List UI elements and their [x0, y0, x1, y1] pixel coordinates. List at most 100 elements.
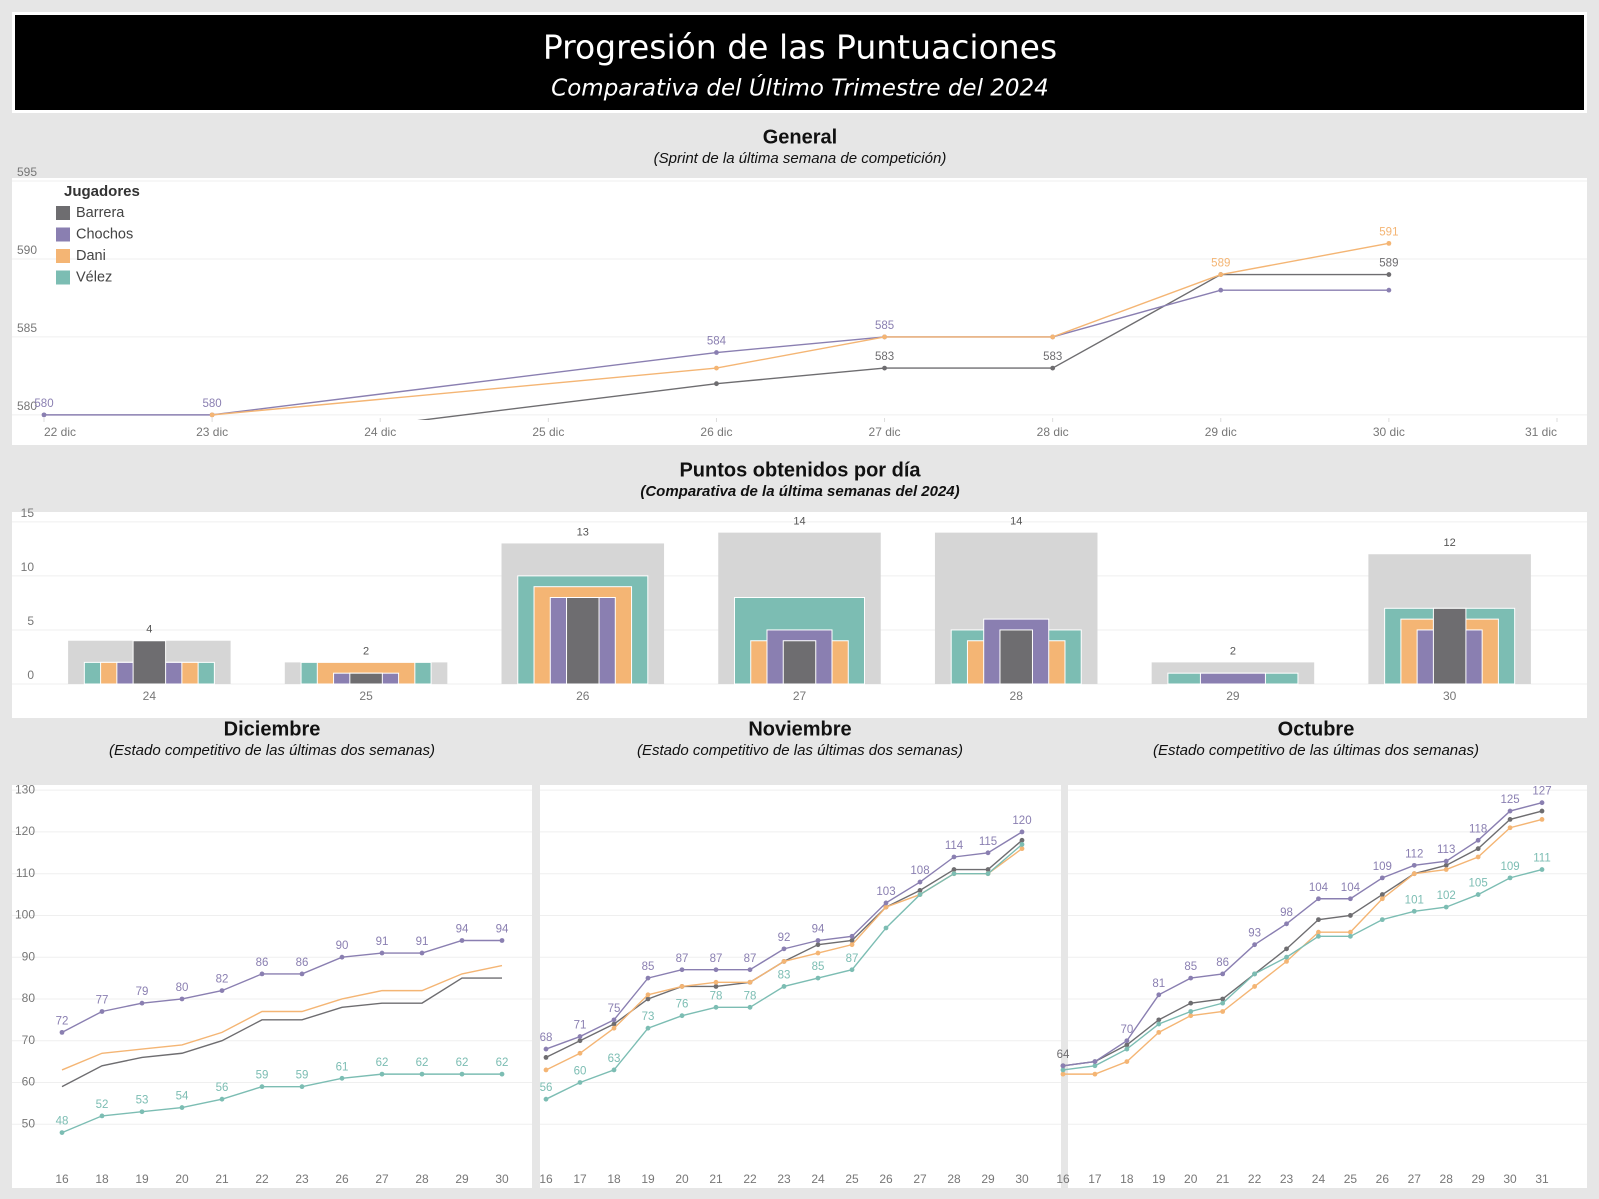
point: [883, 900, 889, 906]
data-label: 112: [1405, 848, 1423, 860]
point: [1019, 829, 1025, 835]
x-tick-label: 24: [1312, 1172, 1326, 1186]
x-tick-label: 30: [1443, 689, 1457, 703]
point: [714, 350, 719, 355]
chart-subtitle: (Estado competitivo de las últimas dos s…: [109, 742, 435, 759]
point: [1475, 892, 1481, 897]
data-label: 86: [296, 957, 309, 969]
point: [747, 979, 753, 985]
point: [1507, 875, 1513, 881]
x-tick-label: 27 dic: [869, 425, 901, 439]
point: [1539, 800, 1545, 806]
point: [714, 381, 719, 387]
point: [459, 1071, 465, 1077]
x-tick-label: 26: [576, 689, 590, 703]
data-label: 80: [176, 982, 189, 994]
point: [1188, 1009, 1194, 1014]
data-label: 79: [136, 986, 149, 998]
chart-subtitle: (Estado competitivo de las últimas dos s…: [637, 742, 963, 759]
data-label: 62: [456, 1057, 469, 1069]
data-label: 87: [744, 953, 757, 965]
total-label: 12: [1444, 537, 1456, 549]
y-tick-label: 50: [22, 1116, 36, 1130]
point: [1316, 933, 1321, 939]
page-subtitle: Comparativa del Último Trimestre del 202…: [551, 74, 1049, 102]
point: [1443, 904, 1449, 910]
data-label: 56: [216, 1082, 229, 1094]
point: [543, 1046, 549, 1052]
x-tick-label: 22 dic: [44, 425, 76, 439]
x-tick-label: 29 dic: [1205, 425, 1237, 439]
series-line: [1062, 802, 1543, 1067]
point: [645, 975, 651, 981]
point: [41, 412, 47, 418]
plot-area: 56 60 63 73 76 78 78 83 85 87 68 71 75 85 87 87 87 92 94 10…: [540, 815, 1032, 1102]
point: [1188, 1000, 1194, 1006]
point: [299, 1084, 305, 1090]
point: [1443, 858, 1449, 864]
plot-area: 72 77 79 80 82 86 86 90 91 91 94 94 48 52 53 54 56 59 59 61…: [56, 924, 509, 1135]
data-label: 589: [1211, 258, 1230, 270]
data-label: 54: [176, 1091, 189, 1103]
y-tick-label: 100: [15, 908, 35, 922]
data-label: 93: [1248, 928, 1261, 940]
point: [1156, 992, 1162, 998]
legend-swatch: [56, 249, 70, 263]
point: [1218, 287, 1224, 293]
x-tick-label: 17: [1088, 1172, 1102, 1186]
point: [1475, 846, 1481, 852]
data-label: 108: [910, 865, 929, 877]
y-tick-label: 590: [17, 243, 37, 257]
point: [1379, 875, 1385, 881]
x-tick-label: 30: [495, 1172, 509, 1186]
point: [1050, 334, 1056, 340]
data-label: 114: [945, 840, 964, 852]
header: [15, 15, 1584, 110]
x-tick-label: 28: [1440, 1172, 1454, 1186]
point: [139, 1109, 145, 1115]
data-label: 75: [608, 1003, 621, 1015]
x-tick-label: 30 dic: [1373, 425, 1405, 439]
data-label: 87: [676, 953, 689, 965]
data-label: 53: [136, 1095, 149, 1107]
x-tick-label: 27: [913, 1172, 927, 1186]
x-tick-label: 28: [1010, 689, 1024, 703]
x-tick-label: 29: [455, 1172, 469, 1186]
chart-title: General: [763, 126, 837, 148]
point: [781, 958, 787, 964]
point: [1539, 867, 1545, 872]
data-label: 103: [876, 886, 895, 898]
point: [339, 1075, 345, 1081]
x-tick-label: 26 dic: [700, 425, 732, 439]
point: [1539, 817, 1545, 822]
x-tick-label: 23 dic: [196, 425, 228, 439]
data-label: 76: [676, 999, 689, 1011]
y-tick-label: 130: [15, 782, 35, 796]
point: [917, 879, 923, 885]
data-label: 63: [608, 1053, 621, 1065]
data-label: 56: [540, 1082, 553, 1094]
data-label: 94: [456, 924, 469, 936]
x-tick-label: 17: [573, 1172, 587, 1186]
data-label: 591: [1379, 226, 1398, 238]
total-label: 4: [146, 624, 152, 636]
bar: [349, 672, 383, 685]
data-label: 62: [496, 1057, 509, 1069]
point: [917, 892, 923, 897]
point: [577, 1050, 583, 1056]
y-tick-label: 15: [21, 506, 35, 520]
data-label: 90: [336, 940, 349, 952]
total-label: 14: [1010, 516, 1022, 528]
x-tick-label: 18: [1120, 1172, 1134, 1186]
x-tick-label: 19: [135, 1172, 149, 1186]
x-tick-label: 19: [641, 1172, 655, 1186]
point: [849, 942, 855, 948]
point: [1050, 365, 1056, 371]
data-label: 82: [216, 974, 229, 986]
point: [1156, 1021, 1162, 1027]
point: [139, 1000, 145, 1006]
data-label: 94: [496, 924, 509, 936]
data-label: 85: [1184, 961, 1197, 973]
